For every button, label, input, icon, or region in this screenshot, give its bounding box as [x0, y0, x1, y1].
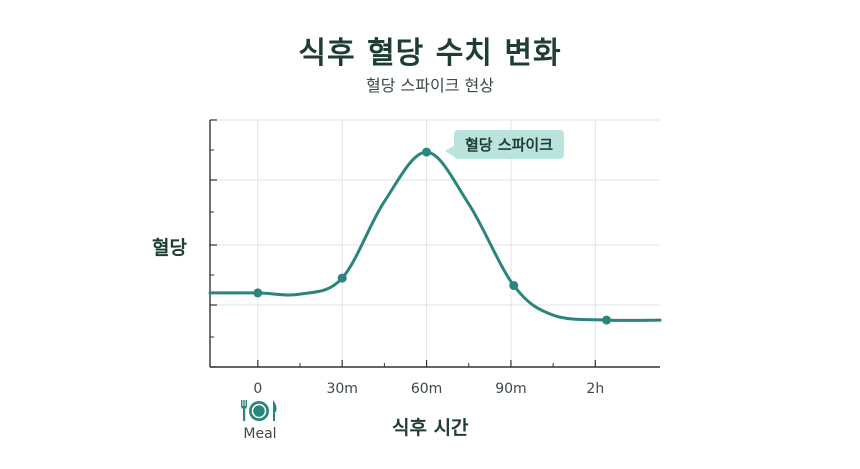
chart-title: 식후 혈당 수치 변화 — [298, 36, 562, 71]
x-tick-label: 2h — [586, 381, 604, 397]
x-axis-label: 식후 시간 — [392, 417, 469, 439]
x-tick-labels: 0 30m 60m 90m 2h — [253, 381, 604, 397]
x-tick-label: 0 — [253, 381, 262, 397]
y-axis-label: 혈당 — [152, 237, 187, 259]
spike-callout: 혈당 스파이크 — [444, 130, 565, 159]
x-tick-label: 60m — [411, 381, 442, 397]
grid — [210, 119, 660, 367]
data-point — [337, 273, 347, 283]
data-point — [509, 280, 519, 290]
meal-icon — [241, 400, 277, 421]
x-tick-label: 90m — [495, 381, 526, 397]
meal-label: Meal — [243, 426, 277, 442]
axes — [209, 119, 660, 368]
glucose-curve — [208, 150, 662, 322]
data-point — [422, 147, 432, 157]
data-point — [602, 315, 612, 325]
data-point — [253, 288, 263, 298]
x-tick-label: 30m — [326, 381, 357, 397]
data-points — [253, 147, 612, 325]
chart-subtitle: 혈당 스파이크 현상 — [366, 76, 494, 95]
